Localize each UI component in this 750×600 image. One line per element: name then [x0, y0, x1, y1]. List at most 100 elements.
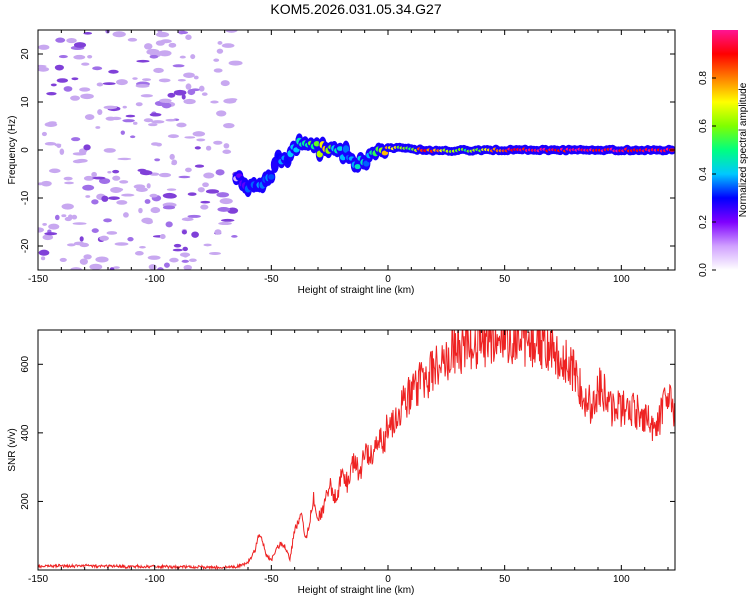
noise-speckle — [149, 54, 159, 59]
noise-speckle — [48, 168, 61, 174]
noise-speckle — [40, 256, 46, 261]
noise-speckle — [162, 205, 176, 210]
noise-speckle — [194, 164, 205, 168]
noise-speckle — [103, 218, 112, 223]
noise-speckle — [112, 169, 120, 174]
y-tick-label: 400 — [20, 424, 31, 441]
noise-speckle — [42, 222, 47, 226]
noise-speckle — [101, 195, 109, 202]
noise-speckle — [84, 114, 95, 120]
noise-speckle — [173, 89, 187, 96]
x-tick-label: 100 — [613, 274, 630, 285]
noise-speckle — [221, 43, 235, 48]
spectrogram-x-axis: -150 -100 -50 0 50 100 — [28, 30, 669, 285]
noise-speckle — [157, 30, 163, 34]
noise-speckle — [66, 243, 76, 247]
noise-speckle — [72, 222, 87, 225]
noise-speckle — [172, 64, 185, 68]
noise-speckle — [96, 82, 104, 87]
noise-speckle — [172, 248, 183, 252]
noise-speckle — [87, 55, 93, 59]
x-tick-label: -100 — [145, 274, 165, 285]
noise-speckle — [132, 77, 138, 80]
noise-speckle — [38, 249, 50, 256]
colorbar-tick-label: 0.0 — [698, 263, 709, 277]
noise-speckle — [81, 62, 90, 66]
noise-speckle — [42, 234, 54, 241]
noise-speckle — [137, 168, 147, 172]
track-point — [313, 141, 321, 147]
noise-speckle — [182, 253, 189, 258]
noise-speckle — [113, 266, 120, 269]
noise-speckle — [141, 78, 152, 82]
noise-speckle — [187, 214, 201, 218]
noise-speckle — [44, 141, 57, 146]
noise-speckle — [63, 176, 73, 181]
noise-speckle — [169, 257, 179, 263]
snr-series-line — [38, 330, 675, 570]
noise-speckle — [38, 227, 44, 233]
noise-speckle — [214, 229, 222, 235]
noise-speckle — [163, 262, 170, 268]
noise-speckle — [71, 137, 81, 142]
x-tick-label: 0 — [385, 274, 391, 285]
y-tick-label: 0 — [20, 147, 31, 153]
noise-speckle — [73, 42, 87, 48]
noise-speckle — [83, 175, 94, 181]
noise-speckle — [220, 218, 235, 222]
noise-speckle — [183, 264, 192, 270]
spectrogram-y-axis: -20 -10 0 10 20 — [20, 48, 675, 253]
noise-speckle — [169, 153, 175, 160]
noise-speckle — [116, 79, 128, 86]
x-tick-label: 50 — [499, 574, 511, 585]
noise-speckle — [72, 159, 84, 164]
noise-speckle — [117, 157, 132, 161]
noise-speckle — [140, 94, 153, 98]
track-point — [363, 160, 370, 167]
colorbar-tick-label: 0.2 — [698, 215, 709, 229]
colorbar: 0.0 0.2 0.4 0.6 0.8 Normalized spectral ampl… — [698, 30, 749, 277]
noise-speckle — [168, 42, 177, 48]
noise-speckle — [201, 92, 208, 96]
noise-speckle — [95, 126, 101, 129]
noise-speckle — [185, 83, 192, 90]
snr-x-label: Height of straight line (km) — [298, 585, 415, 596]
noise-speckle — [91, 199, 99, 205]
noise-speckle — [200, 200, 211, 204]
noise-speckle — [216, 48, 224, 54]
noise-speckle — [183, 72, 195, 78]
noise-speckle — [203, 243, 212, 247]
noise-speckle — [38, 44, 50, 50]
noise-speckle — [158, 78, 171, 83]
noise-speckle — [38, 66, 50, 72]
noise-speckle — [178, 175, 191, 179]
noise-speckle — [108, 69, 119, 74]
noise-speckle — [122, 105, 127, 109]
colorbar-tick-label: 0.8 — [698, 71, 709, 85]
noise-speckle — [135, 84, 150, 88]
noise-speckle — [67, 214, 73, 220]
noise-speckle — [159, 98, 172, 103]
track-point — [342, 145, 350, 153]
noise-speckle — [178, 31, 189, 35]
noise-speckle — [79, 242, 90, 248]
noise-speckle — [103, 105, 118, 110]
noise-speckle — [112, 175, 121, 181]
noise-speckle — [108, 196, 120, 200]
noise-speckle — [159, 234, 166, 240]
noise-speckle — [79, 236, 84, 242]
noise-speckle — [80, 93, 94, 100]
noise-speckle — [135, 187, 148, 192]
colorbar-label: Normalized spectral amplitude — [738, 82, 749, 217]
noise-speckle — [135, 102, 143, 107]
y-tick-label: -20 — [20, 238, 31, 253]
x-tick-label: -100 — [145, 574, 165, 585]
noise-speckle — [193, 75, 199, 80]
noise-speckle — [148, 123, 158, 127]
x-tick-label: -50 — [264, 574, 279, 585]
track-point — [336, 146, 344, 151]
noise-speckle — [205, 189, 220, 194]
noise-speckle — [231, 235, 238, 238]
